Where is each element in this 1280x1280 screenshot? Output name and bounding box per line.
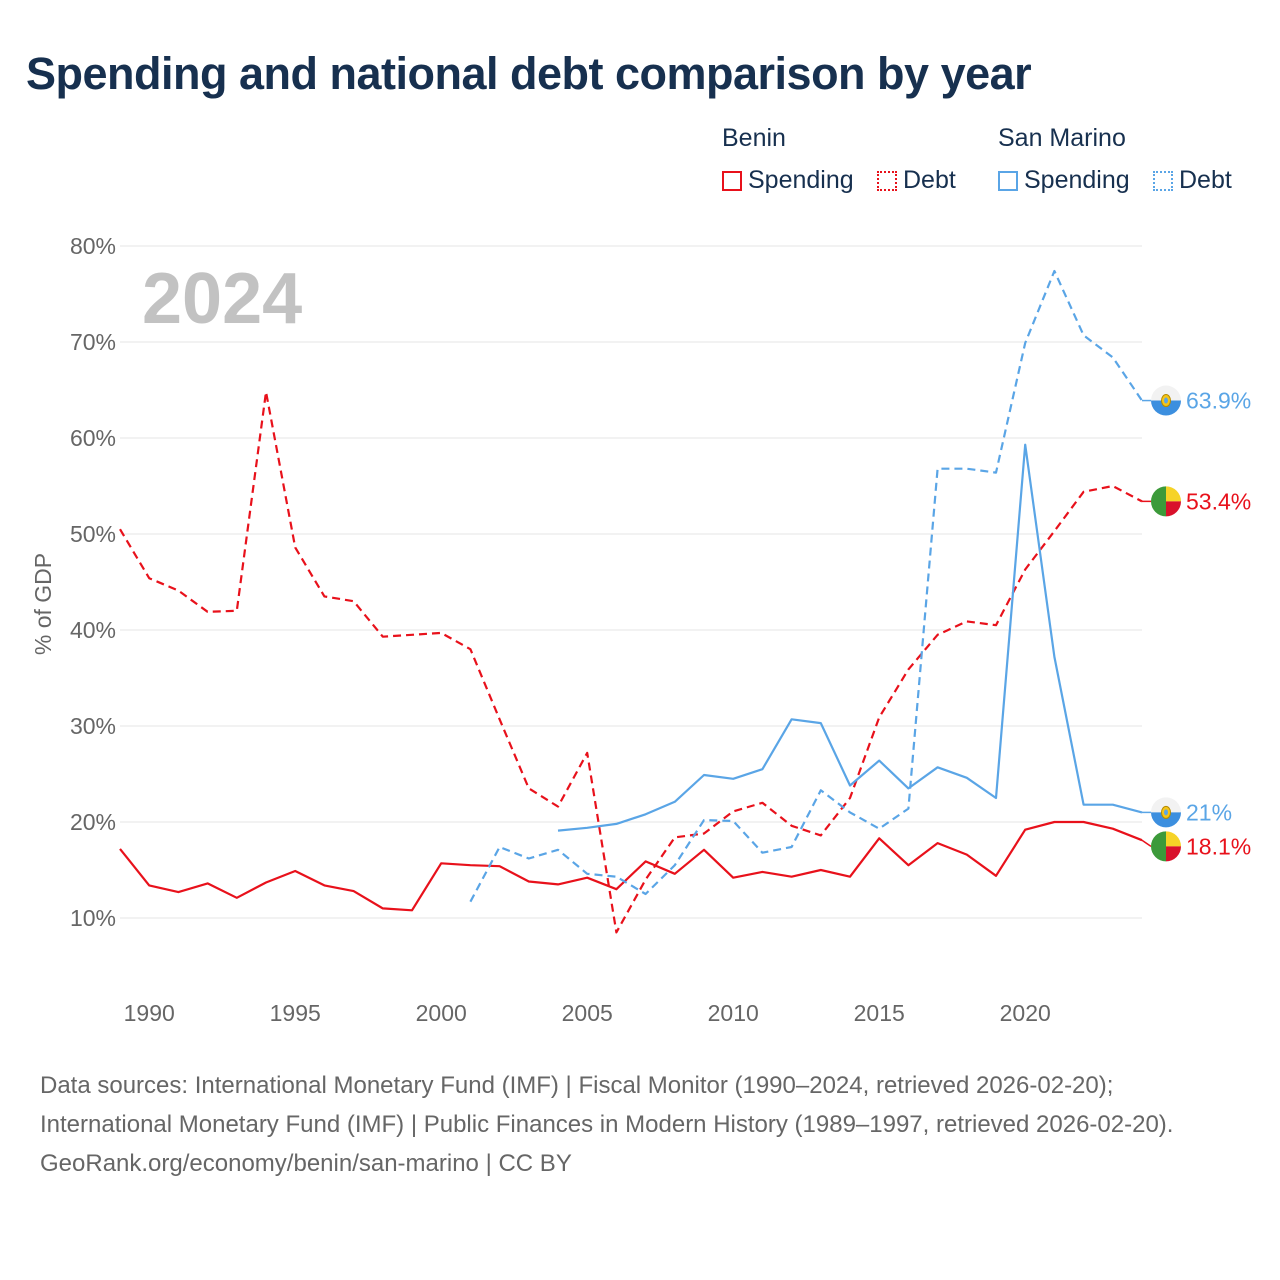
flag-yellow (1166, 831, 1181, 847)
end-marker-benin-debt: 53.4% (1142, 486, 1251, 517)
series-line-benin-spending (119, 820, 1143, 912)
x-tick-label: 2020 (1000, 1000, 1051, 1026)
legend-label: Debt (903, 166, 956, 194)
x-tick-label: 1990 (124, 1000, 175, 1026)
legend-item-benin-spending[interactable]: Spending (722, 166, 854, 195)
legend-group-title-benin: Benin (722, 124, 786, 152)
legend-swatch-dotted-icon (1153, 170, 1173, 191)
y-tick-label: 50% (70, 521, 116, 547)
series-line-san-marino-debt (469, 269, 1143, 903)
series-line-san-marino-spending (557, 443, 1143, 832)
end-marker-san-marino-debt: 63.9% (1142, 385, 1251, 416)
flag-yellow (1166, 486, 1181, 502)
y-tick-label: 40% (70, 617, 116, 643)
flag-red (1166, 846, 1181, 862)
legend-item-san-marino-spending[interactable]: Spending (998, 166, 1130, 195)
y-tick-label: 80% (70, 233, 116, 259)
chart-title: Spending and national debt comparison by… (26, 48, 1032, 99)
x-tick-label: 2000 (416, 1000, 467, 1026)
footer: Data sources: International Monetary Fun… (40, 1066, 1240, 1183)
san-marino-flag-icon (1151, 385, 1181, 416)
flag-green (1151, 486, 1166, 517)
y-tick-label: 10% (70, 905, 116, 931)
legend-label: Spending (748, 166, 854, 194)
x-tick-label: 2015 (854, 1000, 905, 1026)
attribution-link[interactable]: GeoRank.org/economy/benin/san-marino | C… (40, 1150, 572, 1177)
legend-label: Debt (1179, 166, 1232, 194)
data-sources: Data sources: International Monetary Fun… (40, 1072, 1174, 1138)
y-axis-label: % of GDP (30, 553, 56, 655)
end-marker-san-marino-spending: 21% (1142, 797, 1232, 828)
san-marino-flag-icon (1151, 797, 1181, 828)
y-tick-label: 20% (70, 809, 116, 835)
end-marker-benin-spending: 18.1% (1141, 831, 1251, 862)
legend-label: Spending (1024, 166, 1130, 194)
end-value-label: 21% (1186, 799, 1232, 825)
flag-emblem-inner (1164, 809, 1168, 816)
y-tick-label: 60% (70, 425, 116, 451)
legend-group-title-san-marino: San Marino (998, 124, 1126, 152)
series-line-benin-debt (119, 390, 1143, 934)
end-value-label: 63.9% (1186, 388, 1251, 414)
flag-white (1151, 797, 1181, 813)
legend-swatch-dotted-icon (877, 170, 897, 191)
flag-green (1151, 831, 1166, 862)
chart-canvas: 10% 20% 30% 40% 50% 60% 70% 80% 1990 1995 2000 2005… (30, 233, 1251, 1026)
y-tick-label: 30% (70, 713, 116, 739)
flag-blue (1151, 812, 1181, 828)
flag-emblem-inner (1164, 397, 1168, 404)
end-value-label: 18.1% (1186, 833, 1251, 859)
x-tick-label: 2010 (708, 1000, 759, 1026)
end-value-label: 53.4% (1186, 488, 1251, 514)
legend-swatch-solid-icon (722, 170, 742, 191)
flag-white (1151, 385, 1181, 401)
benin-flag-icon (1151, 831, 1181, 862)
legend-item-san-marino-debt[interactable]: Debt (1153, 166, 1232, 195)
flag-blue (1151, 400, 1181, 416)
y-gridlines: 10% 20% 30% 40% 50% 60% 70% 80% (70, 233, 1142, 931)
x-axis: 1990 1995 2000 2005 2010 2015 2020 (124, 1000, 1051, 1026)
flag-red (1166, 501, 1181, 517)
year-label: 2024 (142, 259, 302, 339)
end-connector (1141, 839, 1152, 848)
legend-swatch-solid-icon (998, 170, 1018, 191)
y-tick-label: 70% (70, 329, 116, 355)
benin-flag-icon (1151, 486, 1181, 517)
legend-item-benin-debt[interactable]: Debt (877, 166, 956, 195)
x-tick-label: 1995 (270, 1000, 321, 1026)
x-tick-label: 2005 (562, 1000, 613, 1026)
